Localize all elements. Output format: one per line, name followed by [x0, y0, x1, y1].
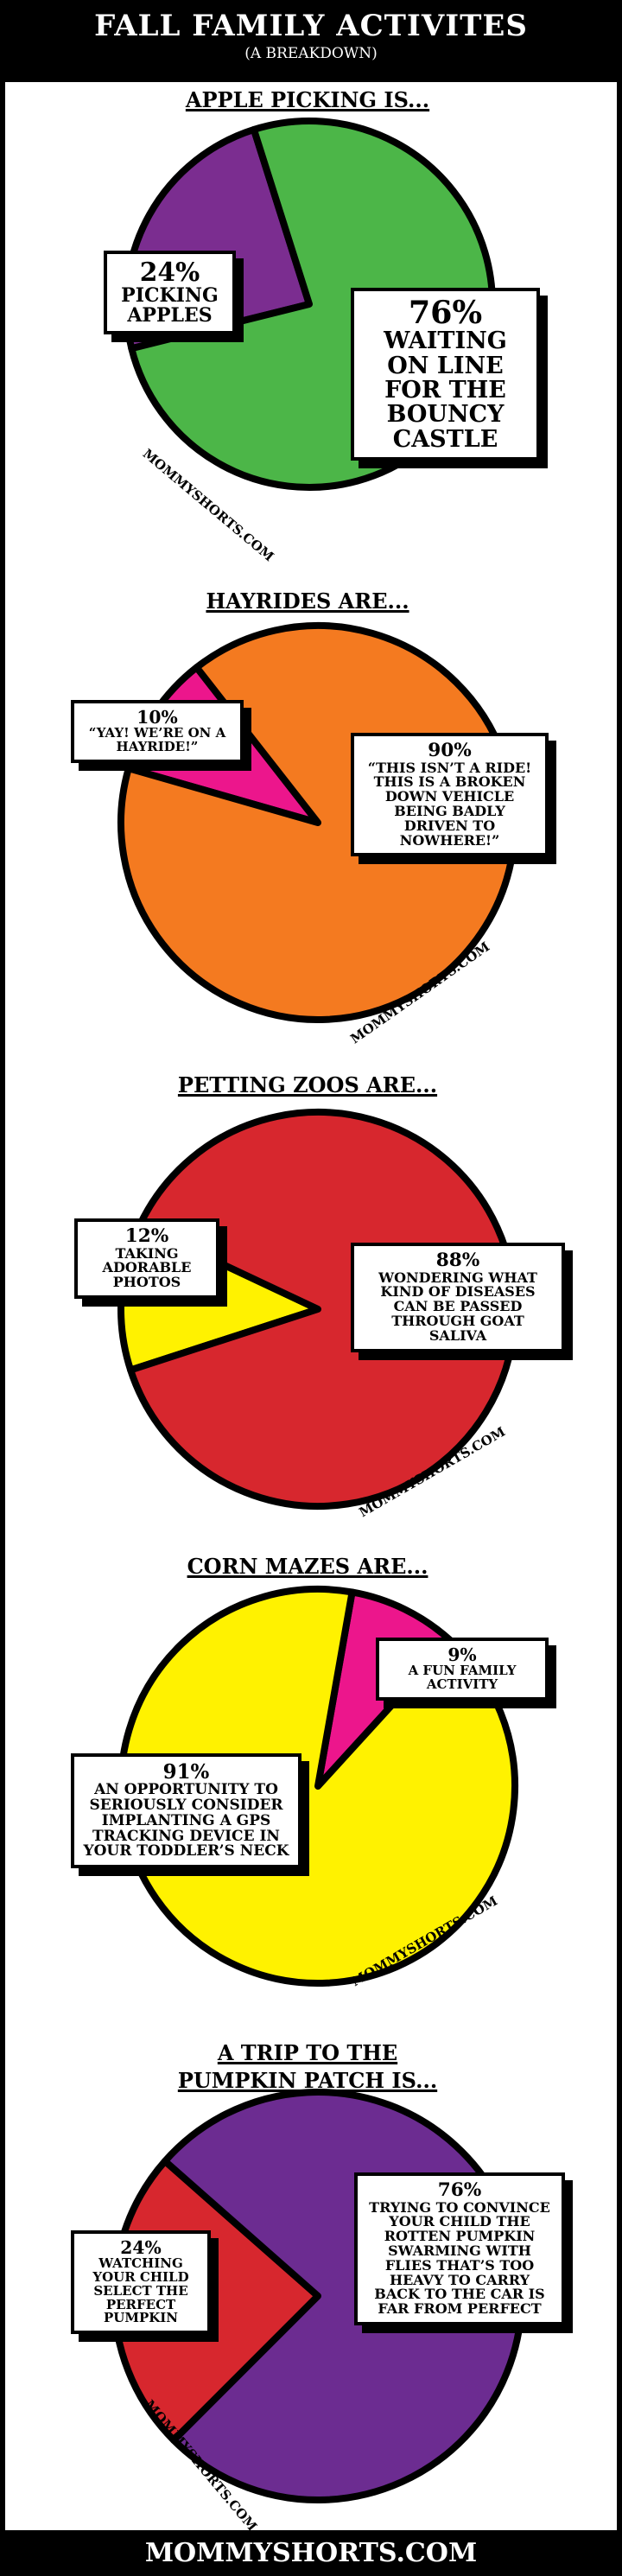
category-label: WATCHING YOUR CHILD SELECT THE PERFECT P… — [92, 2255, 189, 2326]
slice-label: 76% TRYING TO CONVINCE YOUR CHILD THE ROT… — [354, 2172, 565, 2326]
category-label: TAKING ADORABLE PHOTOS — [102, 1244, 192, 1291]
category-label: AN OPPORTUNITY TO SERIOUSLY CONSIDER IMP… — [83, 1781, 289, 1860]
chart-title: CORN MAZES ARE... — [187, 1554, 428, 1579]
value-label: 91% — [162, 1760, 210, 1784]
footer: MOMMYSHORTS.COM — [5, 2530, 617, 2576]
slice-label: 9% A FUN FAMILY ACTIVITY — [376, 1638, 549, 1701]
slice-label: 88% WONDERING WHAT KIND OF DISEASES CAN B… — [351, 1243, 565, 1352]
value-label: 10% — [136, 707, 178, 728]
category-label: “THIS ISN’T A RIDE! THIS IS A BROKEN DOW… — [367, 759, 532, 849]
page-title: FALL FAMILY ACTIVITES — [94, 9, 528, 43]
value-label: 90% — [428, 740, 472, 761]
header: FALL FAMILY ACTIVITES (A BREAKDOWN) — [5, 0, 617, 82]
value-label: 76% — [408, 294, 483, 331]
slice-label: 10% “YAY! WE’RE ON A HAYRIDE!” — [71, 700, 244, 763]
page-subtitle: (A BREAKDOWN) — [244, 45, 378, 62]
category-label: WONDERING WHAT KIND OF DISEASES CAN BE P… — [378, 1269, 537, 1344]
slice-label: 91% AN OPPORTUNITY TO SERIOUSLY CONSIDER … — [71, 1753, 301, 1869]
slice-label: 90% “THIS ISN’T A RIDE! THIS IS A BROKEN … — [351, 733, 549, 857]
chart-title: PETTING ZOOS ARE... — [177, 1072, 438, 1097]
slice-label: 76% WAITING ON LINE FOR THE BOUNCY CASTLE — [351, 288, 540, 461]
slice-label: 24% PICKING APPLES — [104, 251, 236, 335]
value-label: 88% — [435, 1250, 480, 1271]
pie-slice — [117, 622, 518, 1023]
category-label: WAITING ON LINE FOR THE BOUNCY CASTLE — [384, 328, 507, 453]
value-label: 9% — [447, 1644, 477, 1665]
category-label: “YAY! WE’RE ON A HAYRIDE!” — [88, 725, 226, 754]
value-label: 24% — [139, 258, 200, 288]
slice-label: 24% WATCHING YOUR CHILD SELECT THE PERFEC… — [71, 2230, 211, 2334]
slice-label: 12% TAKING ADORABLE PHOTOS — [74, 1218, 219, 1300]
category-label: A FUN FAMILY ACTIVITY — [408, 1663, 517, 1692]
value-label: 12% — [124, 1225, 169, 1247]
value-label: 76% — [437, 2179, 482, 2201]
chart-title: HAYRIDES ARE... — [206, 588, 409, 614]
chart-title: APPLE PICKING IS... — [185, 87, 430, 112]
category-label: TRYING TO CONVINCE YOUR CHILD THE ROTTEN… — [369, 2198, 550, 2318]
chart-title: A TRIP TO THE PUMPKIN PATCH IS... — [177, 2040, 438, 2093]
category-label: PICKING APPLES — [121, 284, 219, 328]
value-label: 24% — [120, 2237, 162, 2258]
